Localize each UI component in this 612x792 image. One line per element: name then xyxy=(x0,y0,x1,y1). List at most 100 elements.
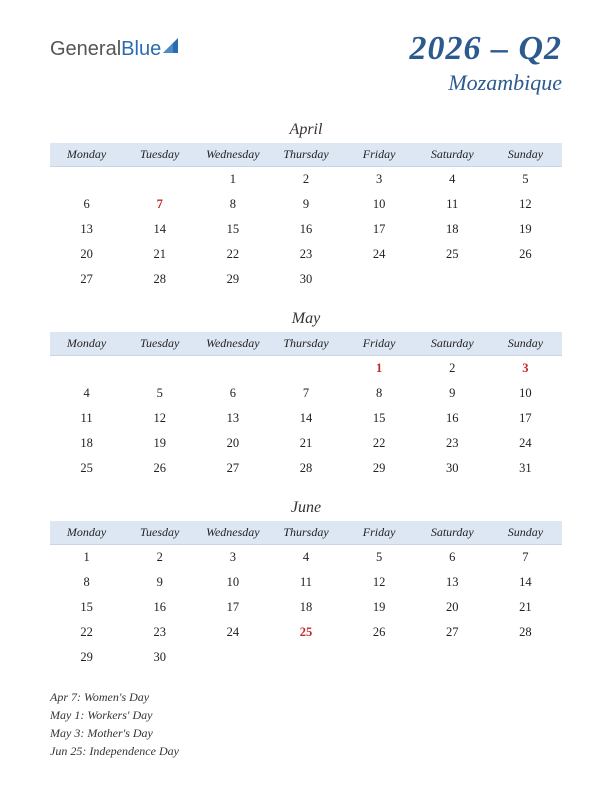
month-name: June xyxy=(50,499,562,517)
calendar-cell: 21 xyxy=(123,242,196,267)
calendar-cell: 26 xyxy=(343,620,416,645)
calendar-cell: 12 xyxy=(489,192,562,217)
calendar-cell: 13 xyxy=(416,570,489,595)
calendar-cell: 29 xyxy=(343,456,416,481)
calendar-cell xyxy=(196,645,269,670)
weekday-header: Tuesday xyxy=(123,143,196,167)
calendar-cell: 16 xyxy=(416,406,489,431)
calendar-row: 20212223242526 xyxy=(50,242,562,267)
calendar-cell: 20 xyxy=(416,595,489,620)
calendar-cell: 30 xyxy=(269,267,342,292)
calendar-cell xyxy=(269,356,342,382)
calendar-row: 25262728293031 xyxy=(50,456,562,481)
weekday-header: Saturday xyxy=(416,143,489,167)
calendar-table: MondayTuesdayWednesdayThursdayFridaySatu… xyxy=(50,332,562,481)
calendar-cell: 20 xyxy=(50,242,123,267)
calendar-cell: 7 xyxy=(269,381,342,406)
calendar-cell: 22 xyxy=(50,620,123,645)
calendar-cell: 15 xyxy=(196,217,269,242)
calendar-cell: 6 xyxy=(50,192,123,217)
calendar-cell: 11 xyxy=(50,406,123,431)
calendar-cell: 28 xyxy=(269,456,342,481)
weekday-header: Saturday xyxy=(416,521,489,545)
calendar-cell xyxy=(50,356,123,382)
calendar-row: 27282930 xyxy=(50,267,562,292)
weekday-header: Monday xyxy=(50,143,123,167)
weekday-header: Thursday xyxy=(269,521,342,545)
calendar-cell: 15 xyxy=(50,595,123,620)
weekday-header: Wednesday xyxy=(196,332,269,356)
weekday-header: Monday xyxy=(50,521,123,545)
calendar-cell: 11 xyxy=(416,192,489,217)
month-block: June MondayTuesdayWednesdayThursdayFriday… xyxy=(50,499,562,670)
month-name: April xyxy=(50,121,562,139)
calendar-cell: 27 xyxy=(196,456,269,481)
calendar-cell: 21 xyxy=(269,431,342,456)
calendar-cell: 24 xyxy=(196,620,269,645)
calendar-cell: 26 xyxy=(123,456,196,481)
logo-text-1: General xyxy=(50,38,121,61)
calendar-cell xyxy=(50,167,123,193)
calendar-cell: 24 xyxy=(343,242,416,267)
calendar-cell: 30 xyxy=(123,645,196,670)
weekday-header: Thursday xyxy=(269,332,342,356)
calendar-cell: 10 xyxy=(343,192,416,217)
logo-text-2: Blue xyxy=(121,38,161,61)
calendar-cell: 3 xyxy=(489,356,562,382)
calendar-container: AprilMondayTuesdayWednesdayThursdayFrida… xyxy=(50,121,562,670)
calendar-row: 11121314151617 xyxy=(50,406,562,431)
holiday-entry: Apr 7: Women's Day xyxy=(50,688,562,706)
calendar-cell: 3 xyxy=(196,545,269,571)
page-title: 2026 – Q2 xyxy=(409,30,562,68)
calendar-cell: 4 xyxy=(269,545,342,571)
calendar-cell: 25 xyxy=(416,242,489,267)
calendar-cell: 3 xyxy=(343,167,416,193)
logo: GeneralBlue xyxy=(50,38,181,61)
calendar-cell: 18 xyxy=(50,431,123,456)
calendar-cell: 9 xyxy=(416,381,489,406)
weekday-header: Friday xyxy=(343,521,416,545)
calendar-cell: 29 xyxy=(196,267,269,292)
calendar-cell: 13 xyxy=(196,406,269,431)
weekday-header: Monday xyxy=(50,332,123,356)
calendar-row: 22232425262728 xyxy=(50,620,562,645)
calendar-cell: 31 xyxy=(489,456,562,481)
calendar-cell: 24 xyxy=(489,431,562,456)
month-block: April MondayTuesdayWednesdayThursdayFrida… xyxy=(50,121,562,292)
calendar-cell: 29 xyxy=(50,645,123,670)
calendar-row: 12345 xyxy=(50,167,562,193)
calendar-cell: 1 xyxy=(196,167,269,193)
logo-triangle-icon xyxy=(163,38,181,56)
calendar-row: 13141516171819 xyxy=(50,217,562,242)
calendar-cell: 5 xyxy=(123,381,196,406)
calendar-cell xyxy=(269,645,342,670)
calendar-cell: 7 xyxy=(123,192,196,217)
calendar-table: MondayTuesdayWednesdayThursdayFridaySatu… xyxy=(50,521,562,670)
calendar-cell: 16 xyxy=(123,595,196,620)
calendar-cell: 11 xyxy=(269,570,342,595)
calendar-cell: 14 xyxy=(269,406,342,431)
calendar-cell: 9 xyxy=(269,192,342,217)
calendar-cell: 19 xyxy=(123,431,196,456)
calendar-cell xyxy=(343,645,416,670)
calendar-row: 15161718192021 xyxy=(50,595,562,620)
calendar-cell: 27 xyxy=(416,620,489,645)
calendar-cell: 22 xyxy=(343,431,416,456)
calendar-cell: 6 xyxy=(416,545,489,571)
calendar-row: 891011121314 xyxy=(50,570,562,595)
calendar-cell: 23 xyxy=(416,431,489,456)
calendar-cell xyxy=(123,356,196,382)
calendar-cell: 19 xyxy=(489,217,562,242)
calendar-cell: 13 xyxy=(50,217,123,242)
weekday-header: Sunday xyxy=(489,332,562,356)
calendar-cell: 9 xyxy=(123,570,196,595)
calendar-row: 18192021222324 xyxy=(50,431,562,456)
calendar-cell: 4 xyxy=(50,381,123,406)
calendar-cell: 25 xyxy=(50,456,123,481)
calendar-row: 2930 xyxy=(50,645,562,670)
calendar-cell: 25 xyxy=(269,620,342,645)
calendar-cell: 18 xyxy=(416,217,489,242)
calendar-cell: 10 xyxy=(489,381,562,406)
calendar-table: MondayTuesdayWednesdayThursdayFridaySatu… xyxy=(50,143,562,292)
calendar-cell: 4 xyxy=(416,167,489,193)
